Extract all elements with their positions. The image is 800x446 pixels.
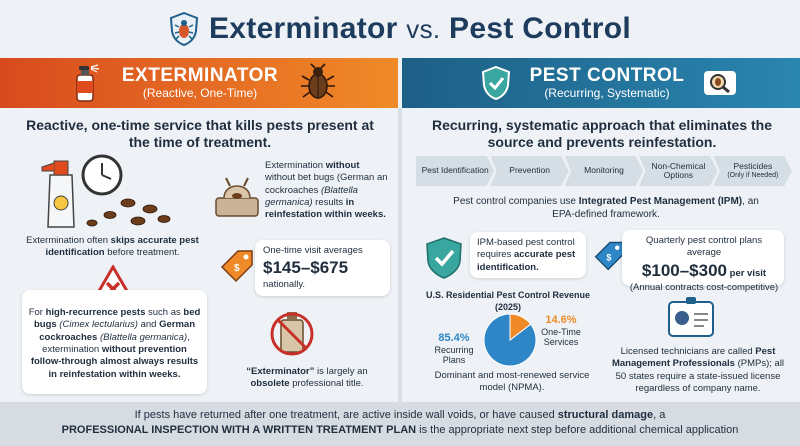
footer-line-1: If pests have returned after one treatme… xyxy=(134,409,666,421)
clock-icon xyxy=(81,154,123,196)
pie-slice-1 xyxy=(509,313,532,342)
pest-control-band-subtitle: (Recurring, Systematic) xyxy=(544,85,670,100)
process-step: Prevention xyxy=(490,156,569,186)
one-time-price-card xyxy=(255,240,390,296)
shield-check-icon xyxy=(481,65,511,101)
exterminator-band: EXTERMINATOR (Reactive, One-Time) xyxy=(0,58,398,108)
one-time-price-value: $145–$675 xyxy=(263,258,349,278)
ipm-card xyxy=(470,232,586,278)
center-divider xyxy=(398,108,402,402)
recurrence-text: For high-recurrence pests such as bed bu… xyxy=(28,307,201,380)
trap-icon xyxy=(215,177,259,217)
magnifier-bug-icon xyxy=(704,71,736,95)
quarterly-price-note: (Annual contracts cost-competitive) xyxy=(629,281,779,293)
recurrence-card xyxy=(22,290,207,394)
quarterly-price-unit: per visit xyxy=(727,267,767,279)
exterminator-band-title: EXTERMINATOR xyxy=(121,64,279,86)
footer-callout: If pests have returned after one treatme… xyxy=(0,402,800,446)
skip-identification-text: Extermination often skips accurate pest … xyxy=(26,235,199,259)
spray-bottle-icon xyxy=(41,160,75,228)
obsolete-title-text: “Exterminator” is largely an obsolete pr… xyxy=(246,366,368,390)
pie-label-one-time: 14.6% One-Time Services xyxy=(530,314,592,347)
svg-text:$: $ xyxy=(234,263,240,274)
spray-can-icon xyxy=(76,64,100,102)
process-step: Non-Chemical Options xyxy=(639,156,718,186)
exterminator-heading: Reactive, one-time service that kills pe… xyxy=(26,117,374,150)
quarterly-price-text: Quarterly pest control plans average $10… xyxy=(628,235,780,294)
process-step: Pesticides (Only if Needed) xyxy=(713,156,793,186)
exterminator-band-subtitle: (Reactive, One-Time) xyxy=(142,85,258,100)
ipm-process-steps: Pest Identification Prevention Monitorin… xyxy=(416,156,793,186)
shield-check-icon xyxy=(426,237,462,279)
pie-value-one-time: 14.6% xyxy=(545,314,577,326)
pest-control-band-title: PEST CONTROL xyxy=(529,64,685,86)
id-badge-icon xyxy=(668,297,714,337)
ipm-card-text: IPM-based pest control requires accurate… xyxy=(477,237,576,273)
beetle-icon xyxy=(301,63,335,99)
chart-caption: Dominant and most-renewed service model … xyxy=(434,370,590,394)
pest-control-band: PEST CONTROL (Recurring, Systematic) xyxy=(402,58,800,108)
revenue-pie-chart xyxy=(483,313,537,367)
title-bar: Exterminator vs. Pest Control xyxy=(0,0,800,58)
one-time-price-text: One-time visit averages $145–$675 nation… xyxy=(263,245,388,292)
svg-text:$: $ xyxy=(606,252,611,262)
one-time-price-note: nationally. xyxy=(263,279,306,291)
quarterly-price-card xyxy=(622,230,784,286)
pie-slice-0 xyxy=(483,313,537,367)
page-title: Exterminator vs. Pest Control xyxy=(208,12,631,45)
footer-line-2: PROFESSIONAL INSPECTION WITH A WRITTEN T… xyxy=(61,423,739,436)
price-tag-icon: $ xyxy=(220,250,253,283)
pest-control-heading: Recurring, systematic approach that elim… xyxy=(432,117,772,150)
quarterly-price-value: $100–$300 xyxy=(641,260,727,280)
pie-value-recurring: 85.4% xyxy=(438,332,470,344)
process-step: Monitoring xyxy=(564,156,644,186)
cockroach-icon xyxy=(86,198,171,227)
quarterly-price-label: Quarterly pest control plans average xyxy=(645,235,763,259)
chart-title: U.S. Residential Pest Control Revenue (2… xyxy=(425,290,591,312)
shield-bug-icon xyxy=(169,12,199,46)
without-prevention-text: Extermination without without bet bugs (… xyxy=(265,160,388,221)
process-step: Pest Identification xyxy=(416,156,495,186)
pie-label-recurring: 85.4% Recurring Plans xyxy=(428,332,480,365)
ipm-description: Pest control companies use Integrated Pe… xyxy=(453,196,759,220)
one-time-price-label: One-time visit averages xyxy=(263,245,363,256)
no-spray-icon xyxy=(270,312,314,356)
licensed-text: Licensed technicians are called Pest Man… xyxy=(611,346,785,395)
pest-illustration xyxy=(41,154,171,228)
